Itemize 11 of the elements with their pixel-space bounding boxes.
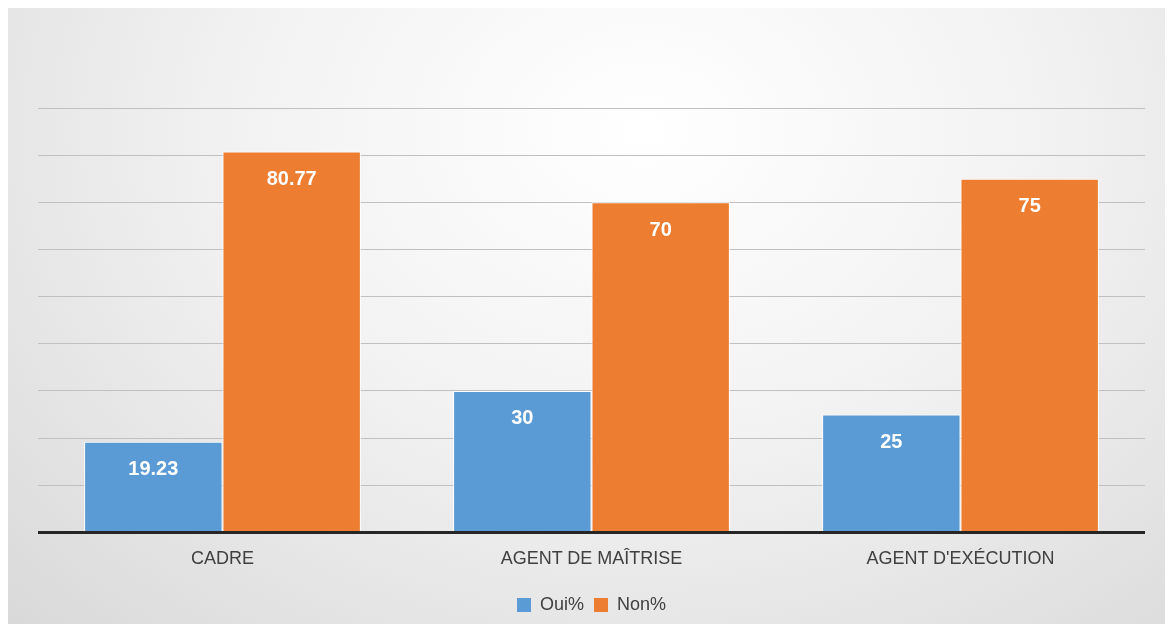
legend-label: Non% (617, 593, 667, 614)
data-label: 30 (511, 406, 534, 429)
data-label: 75 (1018, 194, 1041, 217)
x-tick-label: AGENT D'EXÉCUTION (866, 548, 1055, 569)
data-label: 19.23 (128, 457, 179, 480)
data-label: 80.77 (266, 167, 317, 190)
x-tick-label: AGENT DE MAÎTRISE (500, 548, 683, 569)
legend-label: Oui% (539, 593, 584, 614)
x-tick-label: CADRE (190, 548, 255, 569)
data-label: 70 (649, 217, 672, 240)
data-label: 25 (880, 430, 903, 453)
